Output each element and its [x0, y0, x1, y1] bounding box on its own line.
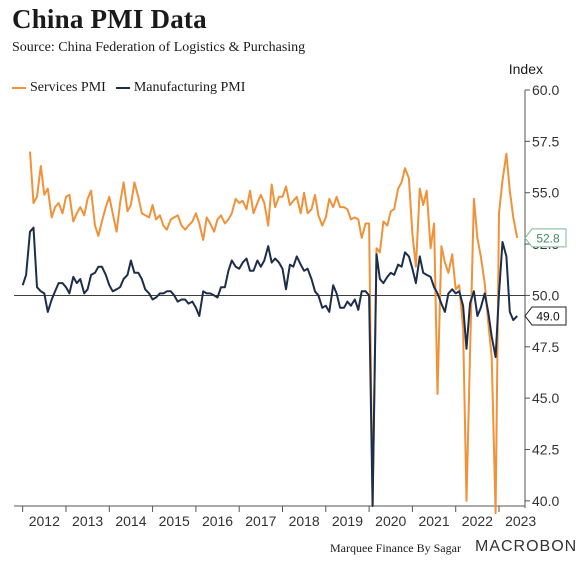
y-tick-label: 55.0 — [532, 185, 559, 201]
y-tick-label: 47.5 — [532, 339, 559, 355]
y-tick-label: 50.0 — [532, 287, 559, 303]
x-tick-label: 2017 — [245, 513, 276, 529]
y-tick-label: 40.0 — [532, 493, 559, 509]
y-tick-label: 57.5 — [532, 133, 559, 149]
last-value-callout-services — [524, 228, 567, 248]
chart-subtitle: Source: China Federation of Logistics & … — [12, 40, 306, 55]
x-tick-label: 2012 — [29, 513, 60, 529]
legend-swatch-manufacturing — [115, 87, 130, 89]
x-tick-label: 2015 — [159, 513, 190, 529]
legend: Services PMI Manufacturing PMI — [12, 80, 249, 96]
series-line-manufacturing — [21, 226, 518, 507]
legend-label-services: Services PMI — [30, 80, 106, 95]
x-tick-label: 2023 — [505, 513, 536, 529]
last-value-label-services: 52.8 — [536, 231, 560, 245]
chart-title: China PMI Data — [12, 4, 207, 34]
y-tick-label: 42.5 — [532, 442, 559, 458]
x-tick-label: 2016 — [202, 513, 233, 529]
y-axis-unit-label: Index — [508, 61, 543, 77]
x-tick-label: 2013 — [72, 513, 103, 529]
legend-item-manufacturing: Manufacturing PMI — [115, 80, 246, 96]
y-tick-label: 45.0 — [532, 390, 559, 406]
x-tick-label: 2014 — [115, 513, 146, 529]
x-tick-label: 2019 — [332, 513, 363, 529]
last-value-callout-manufacturing — [524, 306, 567, 326]
legend-label-manufacturing: Manufacturing PMI — [133, 80, 246, 95]
x-tick-label: 2021 — [418, 513, 449, 529]
x-tick-label: 2018 — [289, 513, 320, 529]
last-value-label-manufacturing: 49.0 — [536, 309, 560, 323]
x-tick-label: 2020 — [375, 513, 406, 529]
macrobond-logo: MACROBOND — [475, 538, 576, 555]
footer-credit: Marquee Finance By Sagar — [330, 541, 461, 555]
legend-swatch-services — [12, 87, 26, 89]
x-tick-label: 2022 — [462, 513, 493, 529]
y-tick-label: 60.0 — [532, 82, 559, 98]
legend-item-services: Services PMI — [12, 80, 106, 96]
series-line-services — [29, 151, 519, 515]
